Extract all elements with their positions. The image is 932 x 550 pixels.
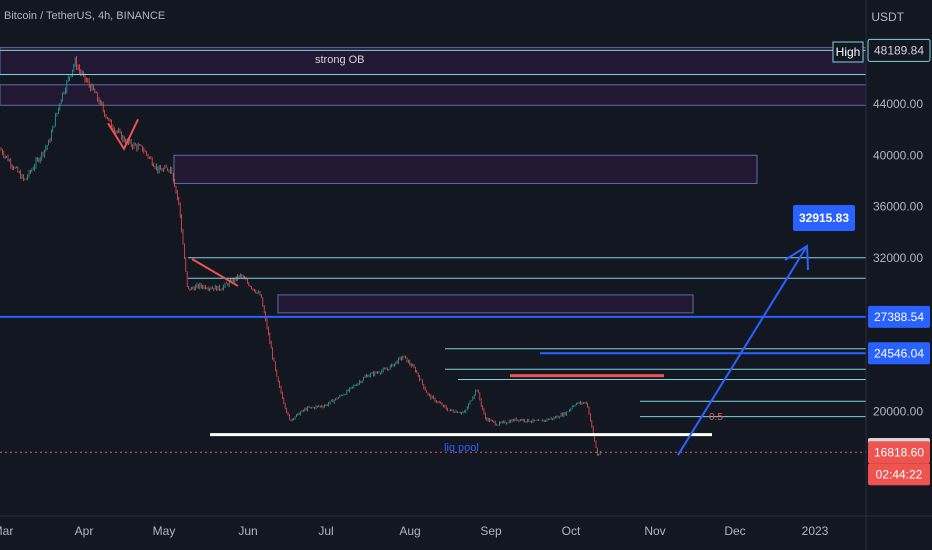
red-zigzag-2 <box>191 258 239 287</box>
price-tick: 20000.00 <box>873 405 923 419</box>
time-tick: Aug <box>399 524 420 538</box>
time-tick: 2023 <box>802 524 829 538</box>
high-label: High <box>836 45 861 59</box>
price-tick: 32000.00 <box>873 251 923 265</box>
time-tick: Apr <box>75 524 94 538</box>
arrow-head <box>784 244 809 271</box>
price-tick: 40000.00 <box>873 148 923 162</box>
price-label-box <box>867 38 931 62</box>
ob-zone-2 <box>0 84 867 106</box>
fib-label: 0.5 <box>709 412 723 423</box>
target-value: 32915.83 <box>799 211 849 225</box>
price-label-box <box>868 441 930 464</box>
levels-layer <box>0 49 866 453</box>
price-label: 24546.04 <box>874 346 924 360</box>
time-tick: Jul <box>318 524 333 538</box>
time-axis: Mar Apr May Jun Jul Aug Sep Oct Nov Dec 2023 <box>0 515 932 538</box>
ob-zone-3 <box>173 154 758 184</box>
high-label-box <box>832 41 864 63</box>
countdown-box <box>868 463 930 486</box>
time-tick: Jun <box>238 524 257 538</box>
price-label: 27388.54 <box>874 310 924 324</box>
projection-arrow <box>677 245 808 456</box>
time-tick: Mar <box>0 524 13 538</box>
price-label-box <box>868 305 930 328</box>
strong-ob-zone <box>0 47 867 76</box>
time-tick: May <box>153 524 176 538</box>
countdown: 02:44:22 <box>876 467 923 481</box>
price-axis: 44000.00 40000.00 36000.00 32000.00 20000.00… <box>865 0 931 550</box>
time-tick: Nov <box>644 524 665 538</box>
strong-ob-label: strong OB <box>315 54 365 66</box>
currency-label: USDT <box>871 10 904 24</box>
price-tick: 36000.00 <box>873 200 923 214</box>
time-tick: Oct <box>562 524 581 538</box>
red-zigzag-1 <box>107 118 139 151</box>
time-tick: Dec <box>724 524 745 538</box>
zones-layer <box>0 47 867 314</box>
liq-pool-label: liq pool <box>444 442 479 454</box>
price-label: 16818.60 <box>874 445 924 459</box>
time-tick: Sep <box>480 524 502 538</box>
chart-title: Bitcoin / TetherUS, 4h, BINANCE <box>4 10 166 22</box>
trend-arrow-layer: 32915.83 High <box>677 41 864 456</box>
ob-zone-4 <box>277 294 694 314</box>
price-tick: 44000.00 <box>873 97 923 111</box>
price-label: 48189.84 <box>874 43 924 57</box>
target-callout <box>793 205 855 231</box>
price-label-box <box>868 342 930 365</box>
candles-layer <box>0 55 601 456</box>
